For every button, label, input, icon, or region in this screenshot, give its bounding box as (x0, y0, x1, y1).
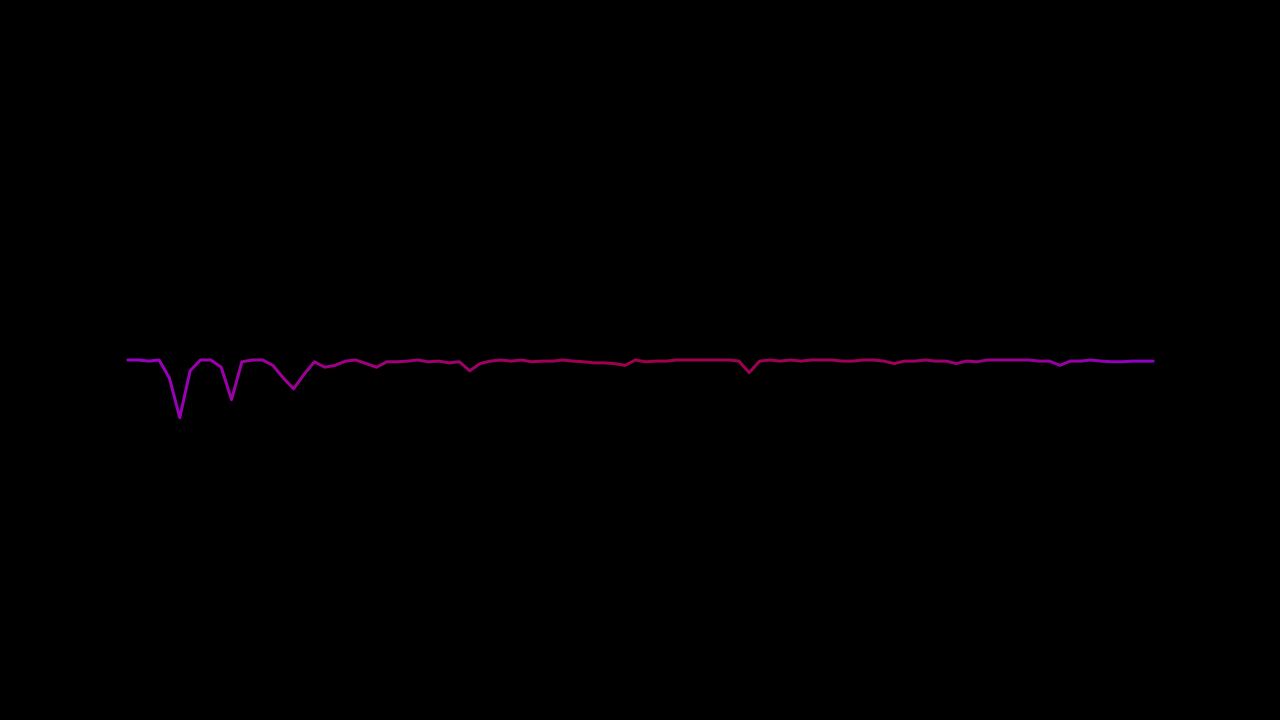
waveform-line (126, 358, 1155, 420)
